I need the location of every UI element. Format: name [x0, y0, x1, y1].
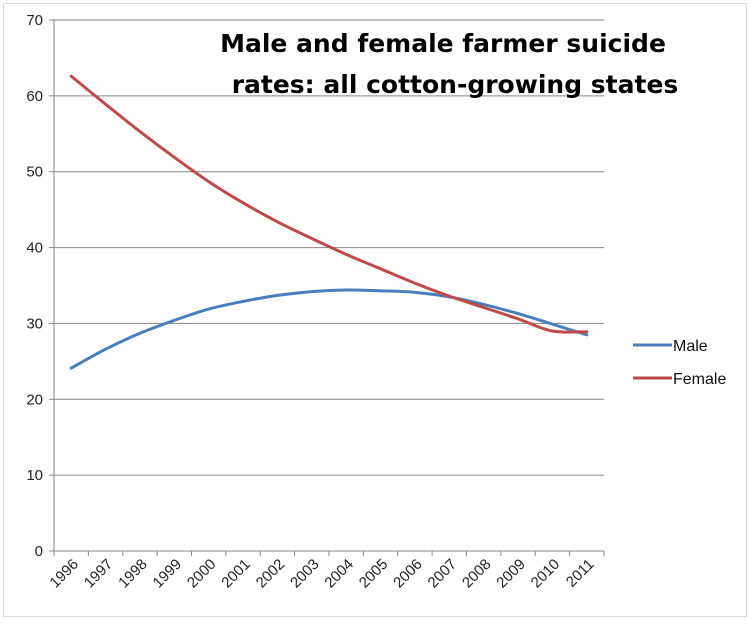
chart-frame [3, 3, 747, 617]
x-tick-label: 2006 [390, 556, 426, 592]
x-tick-label: 2010 [528, 556, 564, 592]
x-tick-labels: 1996199719981999200020012002200320042005… [46, 551, 605, 592]
legend: Male Female [633, 338, 726, 388]
x-tick-label: 2011 [563, 556, 598, 591]
x-tick-label: 2001 [218, 556, 254, 592]
y-tick-label: 20 [26, 391, 43, 408]
y-tick-label: 10 [26, 467, 43, 484]
series-lines [69, 74, 589, 370]
x-tick-label: 2003 [287, 556, 323, 592]
x-tick-label: 2009 [493, 556, 529, 592]
legend-label-female: Female [673, 371, 726, 388]
x-tick-label: 2004 [321, 556, 357, 592]
x-tick-label: 2002 [253, 556, 289, 592]
x-tick-label: 1999 [150, 556, 186, 592]
chart-title-line-2: rates: all cotton-growing states [232, 70, 679, 99]
chart-title-line-1: Male and female farmer suicide [220, 29, 666, 58]
x-tick-label: 2008 [459, 556, 495, 592]
x-tick-label: 2000 [184, 556, 220, 592]
gridlines [54, 19, 604, 476]
series-line-female [69, 74, 589, 334]
x-tick-label: 1996 [46, 556, 82, 592]
y-tick-label: 30 [26, 315, 43, 332]
y-tick-label: 40 [26, 240, 43, 257]
legend-label-male: Male [673, 338, 708, 355]
series-line-male [69, 288, 589, 370]
y-tick-label: 60 [26, 88, 43, 105]
y-tick-label: 50 [26, 164, 43, 181]
x-tick-label: 2007 [425, 556, 461, 592]
axes [53, 20, 604, 552]
x-tick-label: 2005 [356, 556, 392, 592]
y-tick-label: 70 [26, 12, 43, 29]
y-tick-label: 0 [35, 543, 43, 560]
x-tick-label: 1998 [115, 556, 151, 592]
x-tick-label: 1997 [81, 556, 117, 592]
y-tick-labels: 0 10 20 30 40 50 60 70 [26, 12, 54, 560]
chart-title: Male and female farmer suicide rates: al… [220, 29, 678, 99]
